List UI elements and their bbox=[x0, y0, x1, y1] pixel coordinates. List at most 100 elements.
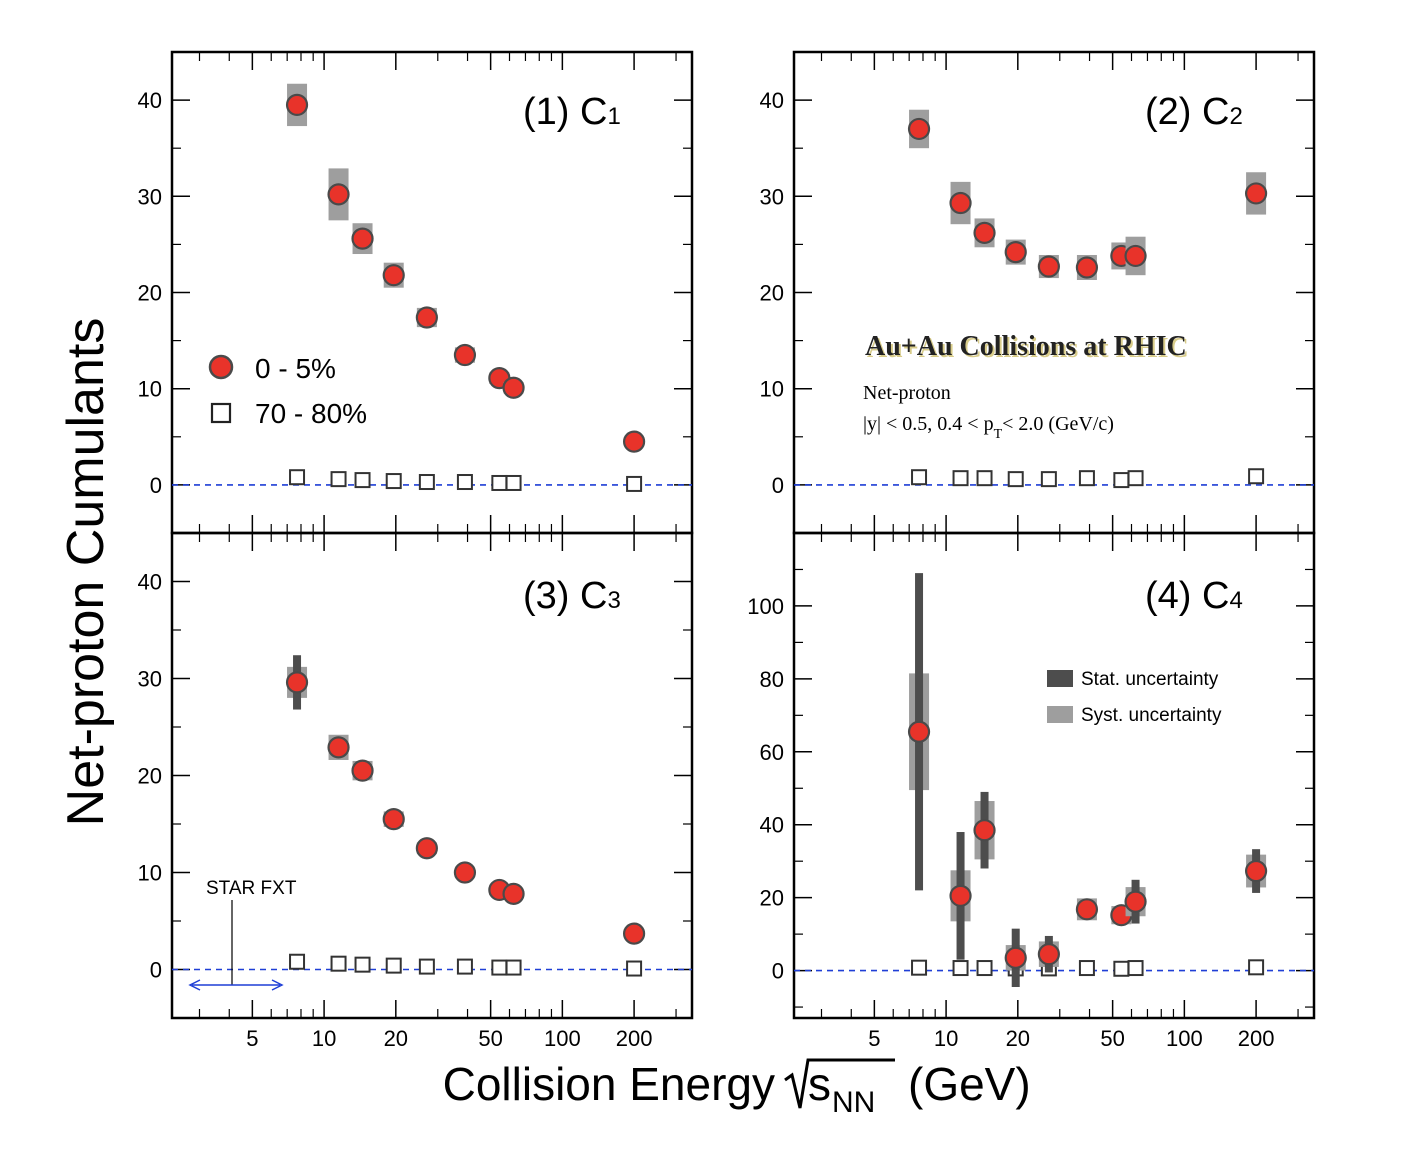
central-point bbox=[415, 837, 438, 860]
peripheral-point bbox=[1078, 960, 1095, 977]
peripheral-point bbox=[626, 475, 643, 492]
peripheral-point bbox=[1113, 960, 1130, 977]
annotation-line2-b: < 2.0 (GeV/c) bbox=[1002, 413, 1114, 435]
y-tick-label: 40 bbox=[760, 813, 784, 838]
y-tick-label: 0 bbox=[772, 473, 784, 498]
peripheral-point bbox=[354, 956, 371, 973]
panel-title-sub: 1 bbox=[607, 103, 620, 130]
annotation-line2-a: |y| < 0.5, 0.4 < p bbox=[863, 413, 994, 435]
fxt-annotation: STAR FXT bbox=[188, 878, 297, 991]
annotation-title-shadow: Au+Au Collisions at RHIC bbox=[867, 333, 1189, 364]
y-tick-label: 100 bbox=[747, 594, 784, 619]
central-point bbox=[327, 736, 350, 759]
sqrt-symbol bbox=[784, 1058, 895, 1109]
y-tick-label: 40 bbox=[760, 88, 784, 113]
central-point bbox=[973, 819, 996, 842]
central-point bbox=[1124, 244, 1147, 268]
peripheral-point bbox=[911, 959, 928, 976]
x-tick-label: 10 bbox=[312, 1026, 336, 1051]
peripheral-point bbox=[456, 958, 473, 975]
central-point bbox=[1244, 182, 1268, 205]
central-point bbox=[453, 861, 477, 884]
peripheral-point bbox=[1127, 960, 1144, 977]
y-tick-label: 20 bbox=[138, 281, 162, 306]
annotation-line2: |y| < 0.5, 0.4 < pT< 2.0 (GeV/c) bbox=[863, 413, 1114, 442]
central-point bbox=[1037, 943, 1060, 966]
annotation-line2-sub: T bbox=[994, 427, 1003, 442]
peripheral-point bbox=[1248, 959, 1265, 976]
panel-title-sub: 4 bbox=[1229, 587, 1242, 614]
panel-3: 0 10 20 30 40 5 10 20 50 100 200 (3) C3 bbox=[138, 531, 694, 1051]
x-tick-label: 200 bbox=[1238, 1026, 1275, 1051]
peripheral-point bbox=[1040, 471, 1057, 488]
x-axis-label-main: Collision Energy bbox=[443, 1058, 775, 1110]
peripheral-point bbox=[976, 960, 993, 977]
panel-title: (3) C3 bbox=[523, 575, 621, 617]
panel-title-main: (4) C bbox=[1145, 575, 1229, 617]
panel-1: 0 10 20 30 40 (1) C1 bbox=[138, 50, 694, 535]
y-tick-label: 30 bbox=[760, 184, 784, 209]
panel-title: (2) C2 bbox=[1145, 91, 1243, 133]
central-point bbox=[502, 376, 525, 399]
peripheral-point bbox=[1078, 470, 1095, 487]
panel-2: 0 10 20 30 40 (2) C2 bbox=[760, 50, 1316, 535]
peripheral-point bbox=[952, 470, 969, 487]
panel-title: (1) C1 bbox=[523, 91, 621, 133]
y-tick-label: 0 bbox=[150, 473, 162, 498]
x-axis-label-sub: NN bbox=[832, 1086, 875, 1119]
peripheral-point bbox=[976, 470, 993, 487]
y-tick-label: 20 bbox=[760, 281, 784, 306]
central-point bbox=[327, 183, 350, 206]
legend-syst-swatch bbox=[1047, 706, 1073, 723]
peripheral-point bbox=[385, 473, 402, 490]
x-tick-label: 5 bbox=[246, 1026, 258, 1051]
central-point bbox=[382, 808, 405, 831]
x-tick-label: 10 bbox=[934, 1026, 958, 1051]
central-point bbox=[285, 93, 309, 117]
y-tick-label: 0 bbox=[150, 958, 162, 983]
y-tick-label: 20 bbox=[760, 886, 784, 911]
peripheral-point bbox=[330, 471, 347, 488]
y-tick-label: 10 bbox=[138, 861, 162, 886]
x-axis-label: Collision Energy s NN (GeV) bbox=[443, 1058, 1031, 1119]
y-tick-label: 60 bbox=[760, 740, 784, 765]
y-tick-label: 10 bbox=[138, 377, 162, 402]
y-tick-label: 40 bbox=[138, 570, 162, 595]
peripheral-point bbox=[505, 959, 522, 976]
peripheral-point bbox=[1127, 470, 1144, 487]
central-point bbox=[415, 306, 438, 329]
peripheral-point bbox=[1248, 468, 1265, 485]
y-tick-label: 40 bbox=[138, 88, 162, 113]
panel-title-main: (3) C bbox=[523, 575, 607, 617]
central-point bbox=[502, 882, 525, 905]
central-point bbox=[1075, 898, 1099, 921]
x-tick-label: 200 bbox=[616, 1026, 653, 1051]
panel-title-sub: 3 bbox=[607, 587, 620, 614]
panel-title-main: (2) C bbox=[1145, 91, 1229, 133]
peripheral-point bbox=[456, 474, 473, 491]
peripheral-point bbox=[505, 474, 522, 491]
central-point bbox=[907, 720, 931, 743]
y-tick-label: 30 bbox=[138, 667, 162, 692]
legend-label-central: 0 - 5% bbox=[255, 353, 336, 384]
x-tick-label: 20 bbox=[384, 1026, 408, 1051]
x-tick-label: 100 bbox=[544, 1026, 581, 1051]
legend-label-peripheral: 70 - 80% bbox=[255, 398, 367, 429]
peripheral-point bbox=[952, 960, 969, 977]
fxt-arrow-head-right bbox=[271, 979, 284, 991]
peripheral-point bbox=[418, 958, 435, 975]
panel-frame bbox=[792, 531, 1316, 1020]
annotation-line1: Net-proton bbox=[863, 382, 951, 404]
y-axis-label: Net-proton Cumulants bbox=[57, 318, 115, 827]
panel-title: (4) C4 bbox=[1145, 575, 1243, 617]
peripheral-point bbox=[1007, 471, 1024, 488]
central-point bbox=[949, 191, 972, 215]
peripheral-point bbox=[491, 959, 508, 976]
central-point bbox=[1004, 946, 1027, 969]
panel-title-sub: 2 bbox=[1229, 103, 1242, 130]
y-tick-label: 20 bbox=[138, 764, 162, 789]
peripheral-point bbox=[911, 469, 928, 486]
central-point bbox=[1244, 859, 1268, 883]
peripheral-point bbox=[385, 957, 402, 974]
